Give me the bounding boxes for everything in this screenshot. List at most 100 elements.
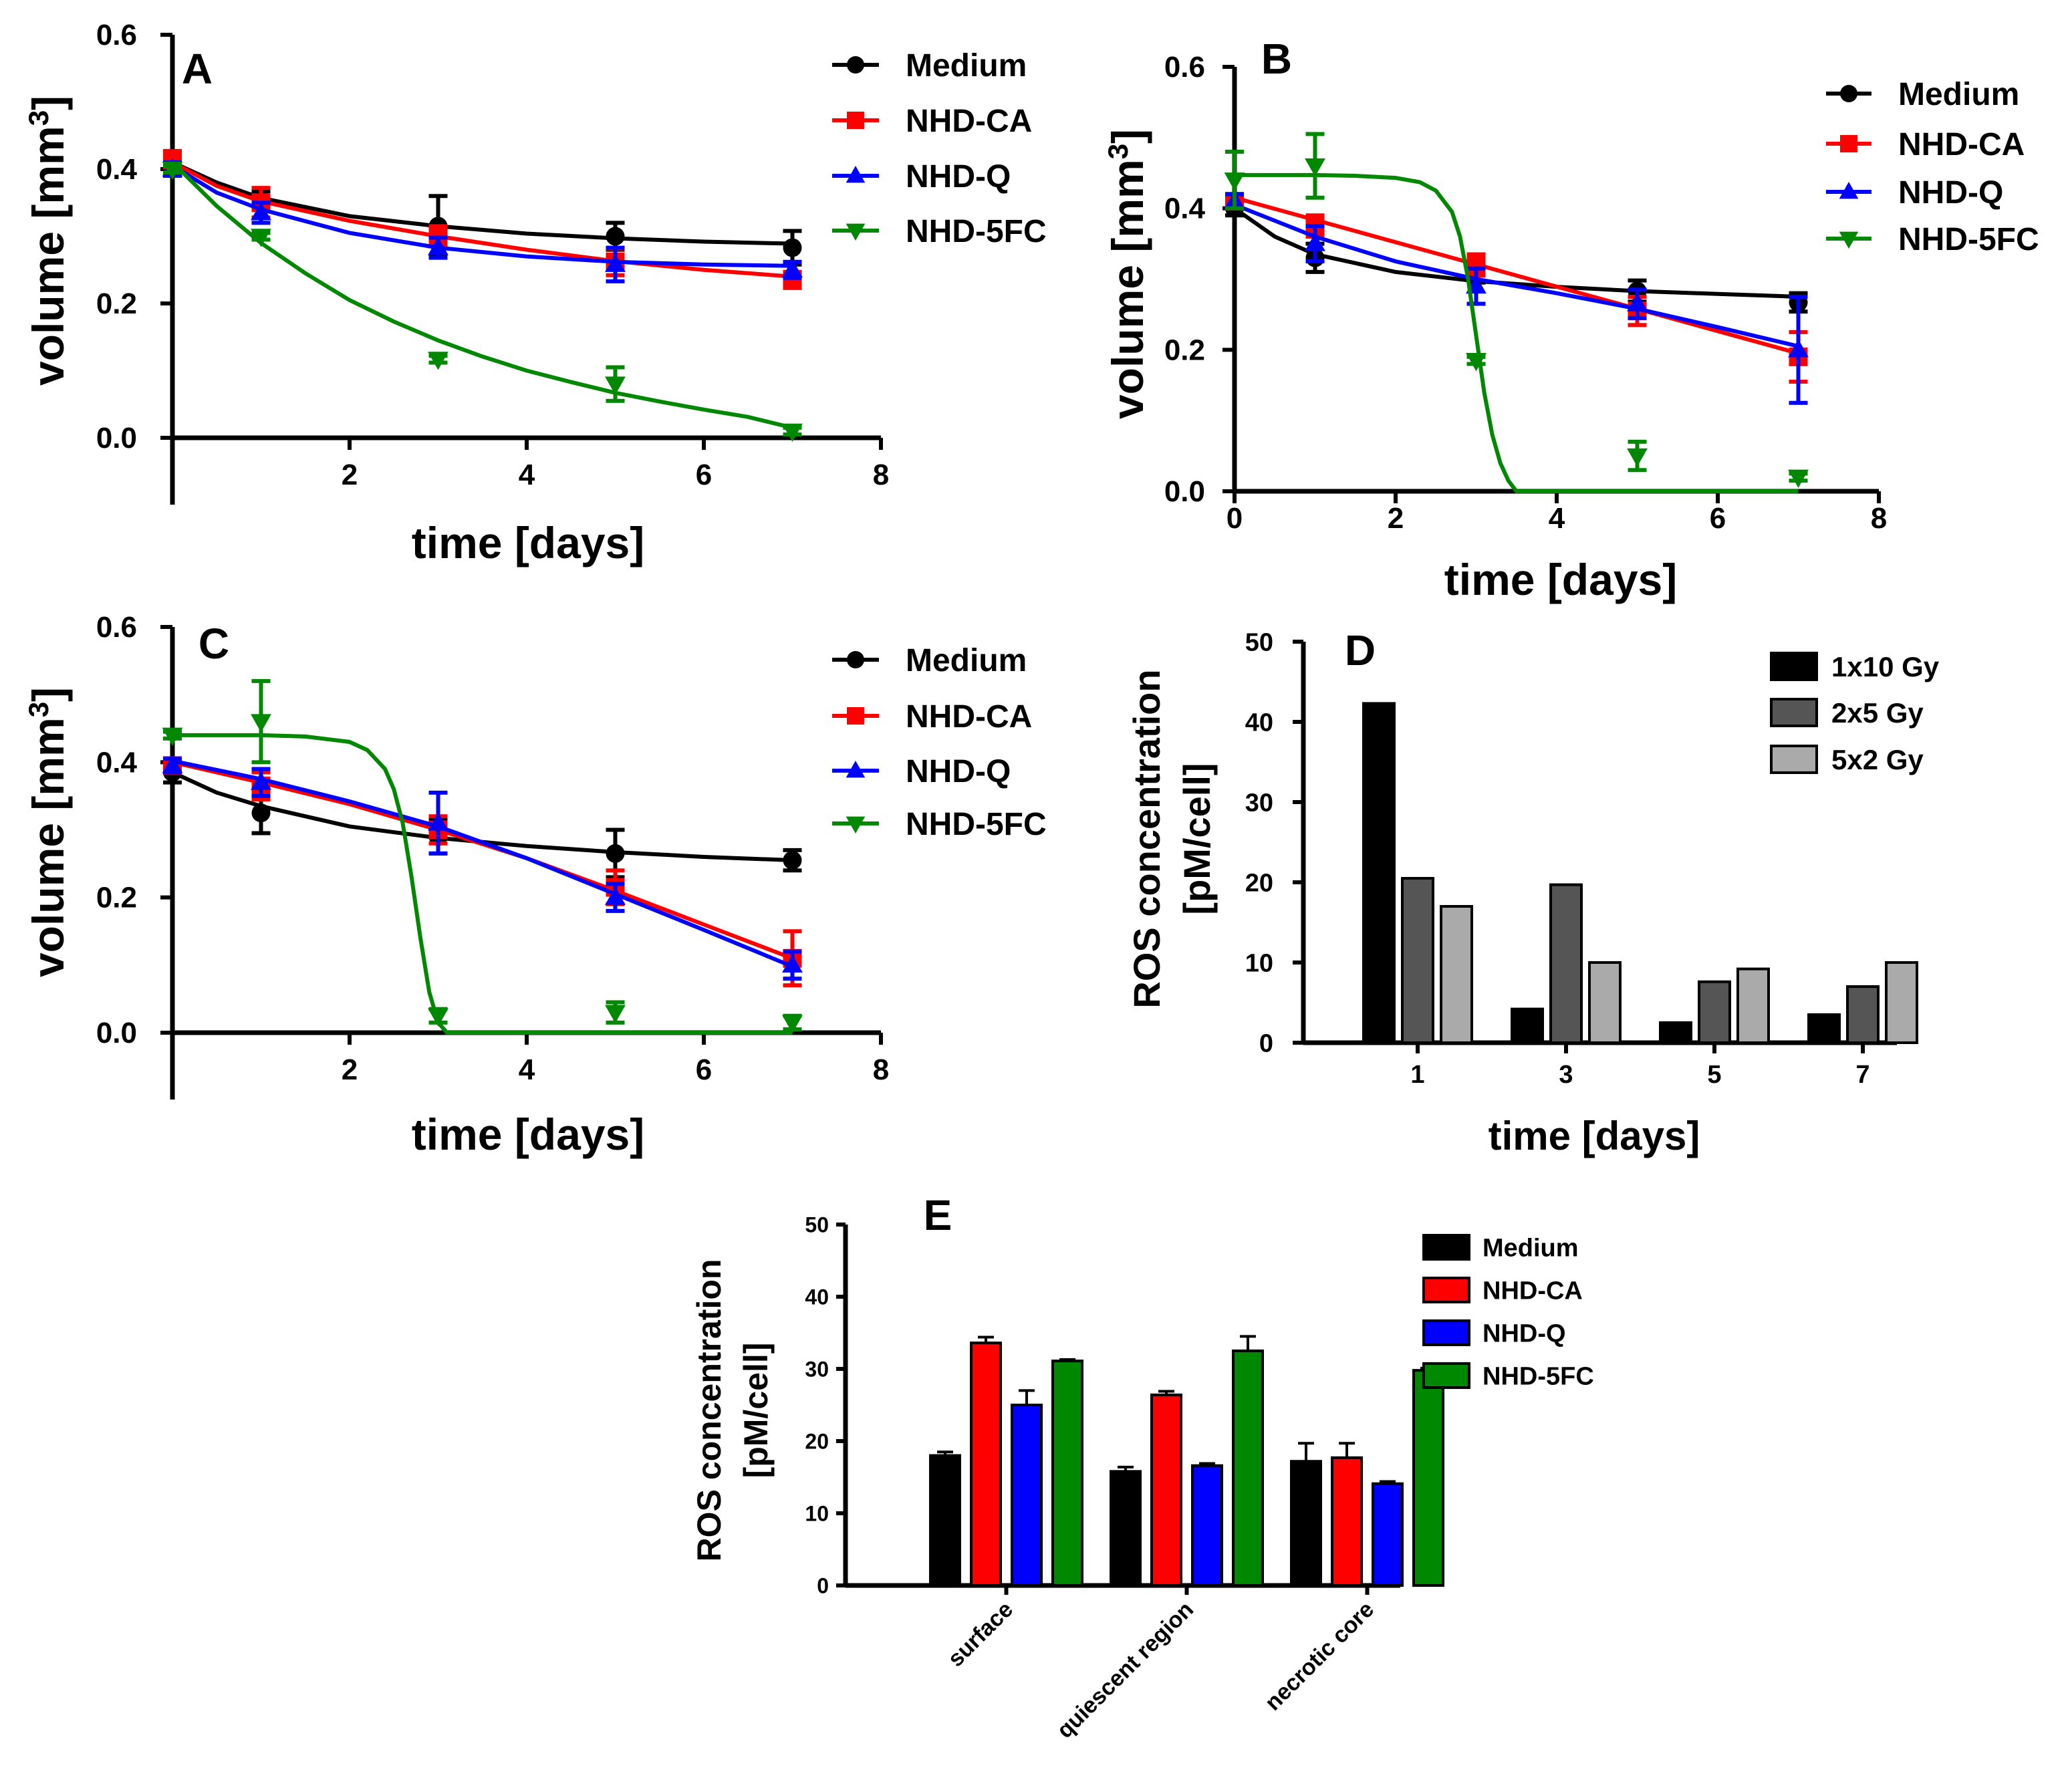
data-point-c-nhd-q <box>428 812 448 831</box>
data-point-c-nhd-q <box>251 771 271 790</box>
bar-d-1x10-gy <box>1511 1007 1544 1044</box>
category-label-d: 1 <box>1410 1061 1424 1089</box>
data-point-c-nhd-5fc <box>428 1008 448 1027</box>
legend-label-a-medium: Medium <box>906 48 1027 84</box>
data-point-a-medium <box>783 238 802 257</box>
category-label-d: 5 <box>1707 1061 1721 1089</box>
legend-label-c-nhd-ca: NHD-CA <box>906 699 1032 735</box>
legend-label-d-1x10-gy: 1x10 Gy <box>1831 651 1940 682</box>
legend-label-c-nhd-q: NHD-Q <box>906 754 1011 789</box>
data-point-a-nhd-q <box>605 253 626 272</box>
data-point-c-nhd-5fc <box>162 727 183 746</box>
y-tick-label-b: 0.2 <box>1164 334 1205 366</box>
data-point-c-nhd-5fc <box>605 1005 626 1023</box>
bar-d-2x5-gy <box>1549 883 1583 1044</box>
x-tick-label-b: 8 <box>1871 502 1887 535</box>
legend-label-a-nhd-q: NHD-Q <box>906 159 1011 195</box>
y-tick-label-e: 30 <box>805 1358 829 1382</box>
y-axis-label-a: volume [mm3] <box>23 96 74 386</box>
bar-d-5x2-gy <box>1736 967 1770 1044</box>
y-tick-label-b: 0.6 <box>1164 51 1205 84</box>
x-axis-label-c: time [days] <box>412 1110 644 1159</box>
category-label-e: surface <box>943 1597 1018 1672</box>
legend-swatch-d-1x10-gy <box>1770 652 1818 681</box>
data-point-a-nhd-5fc <box>251 229 271 247</box>
bar-d-1x10-gy <box>1659 1021 1692 1044</box>
legend-swatch-d-5x2-gy <box>1770 745 1818 774</box>
data-point-c-medium <box>606 844 625 863</box>
x-tick-label-b: 6 <box>1710 502 1726 535</box>
data-point-b-nhd-q <box>1627 293 1648 311</box>
fit-line-b-nhd-5fc <box>1235 172 1799 493</box>
bar-d-2x5-gy <box>1401 877 1434 1044</box>
x-tick-label-c: 8 <box>873 1053 889 1086</box>
legend-marker-c-medium <box>847 651 864 668</box>
panel-label-a: A <box>182 45 213 93</box>
panel-label-b: B <box>1261 35 1292 83</box>
legend-label-b-nhd-q: NHD-Q <box>1898 175 2003 211</box>
y-axis-label-c: volume [mm3] <box>23 687 74 977</box>
legend-label-a-nhd-ca: NHD-CA <box>906 104 1032 139</box>
data-point-b-nhd-q <box>1788 339 1809 358</box>
data-point-b-nhd-5fc <box>1305 158 1325 177</box>
y-tick-label-b: 0.0 <box>1164 475 1205 508</box>
y-axis-label-d: ROS concentration <box>1126 669 1168 1008</box>
legend-marker-b-nhd-5fc <box>1839 231 1859 249</box>
x-axis-label-a: time [days] <box>412 518 644 567</box>
legend-label-d-2x5-gy: 2x5 Gy <box>1831 697 1924 729</box>
data-point-a-nhd-5fc <box>162 161 183 180</box>
data-point-a-nhd-5fc <box>782 423 803 442</box>
bar-e-nhd-q <box>1011 1404 1043 1587</box>
panel-label-c: C <box>199 620 229 668</box>
chart-e: 0 10 20 30 40 50 surface quiescent region necrot… <box>690 1213 1594 1744</box>
legend-swatch-d-2x5-gy <box>1770 698 1818 727</box>
data-point-b-nhd-5fc <box>1788 469 1809 488</box>
y-tick-label-a: 0.6 <box>96 19 137 51</box>
data-point-a-nhd-q <box>251 202 271 221</box>
bar-d-2x5-gy <box>1698 980 1731 1045</box>
legend-label-c-nhd-5fc: NHD-5FC <box>906 807 1047 842</box>
x-tick-label-b: 4 <box>1549 502 1565 535</box>
fit-line-b-nhd-ca <box>1234 195 1799 356</box>
y-tick-label-a: 0.0 <box>96 422 137 455</box>
bar-e-nhd-q <box>1372 1482 1404 1587</box>
bar-e-nhd-q <box>1191 1464 1223 1587</box>
y-tick-label-e: 40 <box>805 1285 829 1309</box>
legend-marker-b-nhd-q <box>1839 182 1859 199</box>
y-tick-label-d: 10 <box>1245 950 1273 978</box>
legend-label-e-medium: Medium <box>1482 1235 1579 1263</box>
legend-marker-a-medium <box>847 56 864 74</box>
legend-label-e-nhd-ca: NHD-CA <box>1482 1277 1583 1305</box>
chart-a: 0.0 0.2 0.4 0.6 2 4 6 8 time [days] volume [mm3] M… <box>23 19 1047 567</box>
fit-line-c-nhd-5fc <box>172 733 793 1035</box>
bar-d-2x5-gy <box>1846 985 1880 1044</box>
fit-line-a-nhd-5fc <box>170 160 793 430</box>
y-tick-label-a: 0.4 <box>96 153 138 186</box>
data-point-a-nhd-q <box>782 259 803 277</box>
y-tick-label-c: 0.4 <box>96 746 138 779</box>
data-point-b-nhd-5fc <box>1627 448 1648 467</box>
bar-e-nhd-5fc <box>1412 1369 1444 1587</box>
category-label-e: necrotic core <box>1260 1597 1379 1716</box>
legend-marker-a-nhd-ca <box>847 112 864 129</box>
bar-e-medium <box>1290 1460 1322 1587</box>
category-label-d: 7 <box>1855 1061 1869 1089</box>
legend-label-b-nhd-5fc: NHD-5FC <box>1898 222 2039 257</box>
bar-e-nhd-ca <box>1331 1456 1363 1587</box>
x-tick-label-b: 0 <box>1227 502 1243 535</box>
legend-marker-c-nhd-q <box>846 761 866 778</box>
legend-marker-b-nhd-ca <box>1840 135 1857 152</box>
y-tick-label-c: 0.0 <box>96 1017 137 1049</box>
y-axis-label-d-units: [pM/cell] <box>1176 763 1218 914</box>
data-point-a-medium <box>606 227 625 246</box>
bar-d-5x2-gy <box>1588 961 1622 1044</box>
y-tick-label-c: 0.6 <box>96 611 137 644</box>
data-point-b-nhd-5fc <box>1466 353 1487 372</box>
fit-line-b-nhd-q <box>1233 203 1799 348</box>
data-point-b-nhd-5fc <box>1224 172 1245 191</box>
y-tick-label-a: 0.2 <box>96 287 137 320</box>
chart-d: 0 10 20 30 40 50 1 3 5 7 time [days] ROS concentrat… <box>1126 629 1940 1158</box>
bar-d-1x10-gy <box>1807 1013 1841 1044</box>
y-axis-label-e: ROS concentration <box>690 1259 728 1562</box>
y-tick-label-c: 0.2 <box>96 882 137 914</box>
